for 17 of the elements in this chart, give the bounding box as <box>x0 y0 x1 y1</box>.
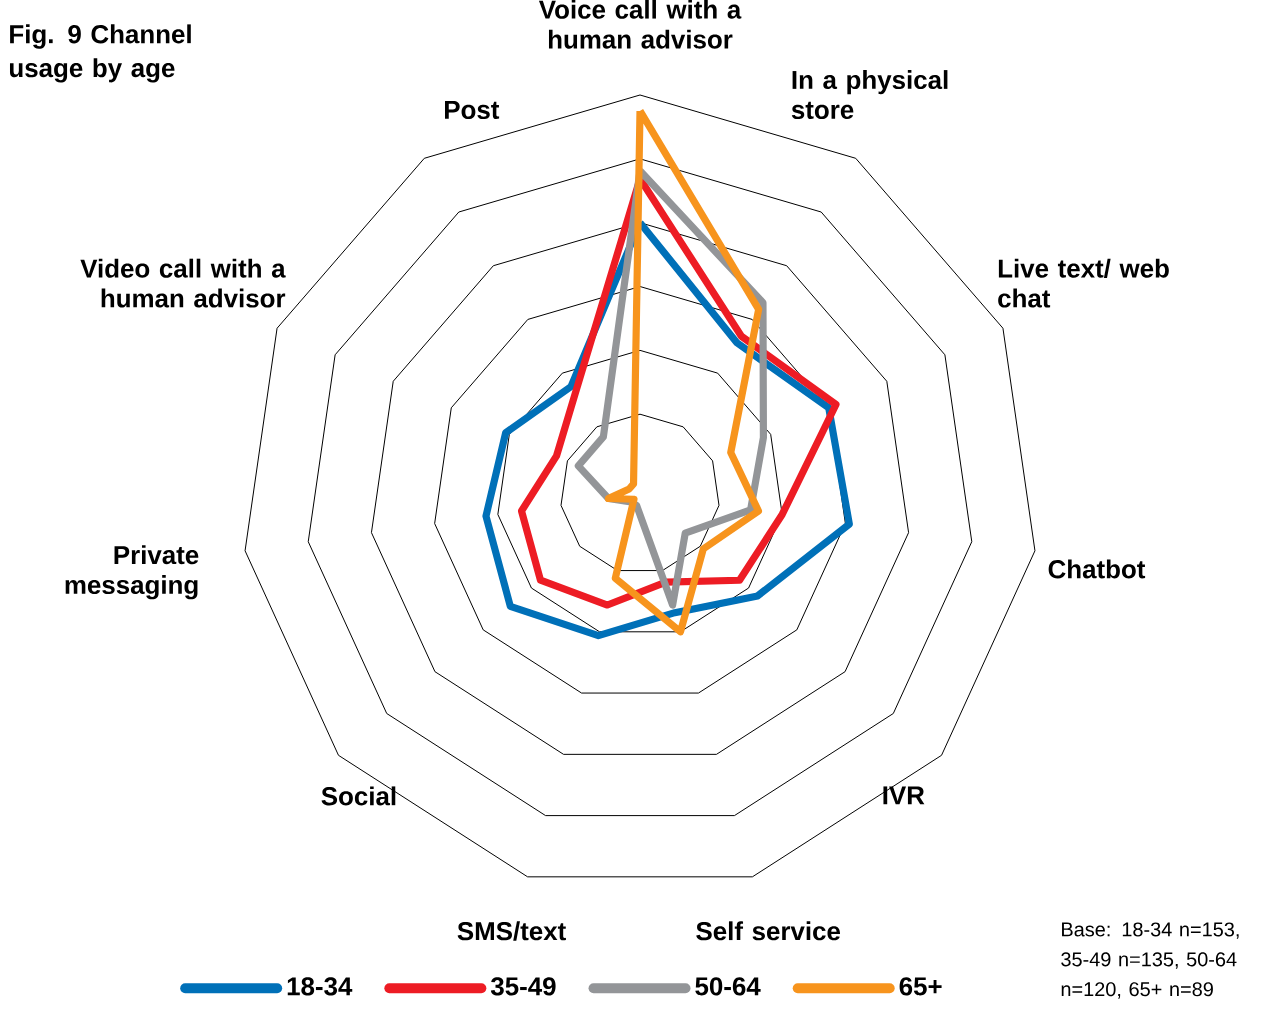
legend-label: 18-34 <box>287 977 353 996</box>
legend-label: 35-49 <box>490 977 556 996</box>
spoke-label: Post <box>445 100 500 120</box>
legend-label: 65+ <box>899 977 942 996</box>
spoke-label: Social <box>321 786 396 806</box>
spoke-label: Voice call with a human advisor <box>538 0 742 49</box>
spoke-label: Self service <box>696 921 841 941</box>
spoke-label: SMS/text <box>457 921 566 941</box>
spoke-label: Chatbot <box>1048 559 1146 579</box>
legend-label: 50-64 <box>695 977 761 996</box>
spoke-label: Private messaging <box>65 545 199 600</box>
text: Base: 18-34 n=153, 35-49 n=135, 50-64 n=120, 65+ n=89 <box>1061 922 1239 999</box>
spoke-label: Video call with a human advisor <box>80 258 286 308</box>
text: Fig. 9 Channel usage by age <box>9 24 191 83</box>
spoke-label: Live text/ web chat <box>998 258 1169 308</box>
spoke-label: IVR <box>883 786 925 805</box>
spoke-label: In a physical store <box>791 70 948 120</box>
